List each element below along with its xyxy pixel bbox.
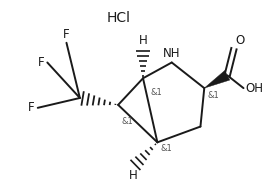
Text: F: F [28,101,35,114]
Text: HCl: HCl [107,11,131,25]
Text: F: F [63,28,70,41]
Text: &1: &1 [160,144,172,153]
Text: F: F [38,56,44,69]
Text: &1: &1 [151,88,162,97]
Text: O: O [236,34,245,47]
Text: H: H [129,169,138,182]
Text: NH: NH [163,46,180,60]
Text: &1: &1 [121,117,133,126]
Text: &1: &1 [207,91,219,100]
Polygon shape [204,70,230,88]
Text: H: H [139,34,147,47]
Text: OH: OH [245,82,264,95]
